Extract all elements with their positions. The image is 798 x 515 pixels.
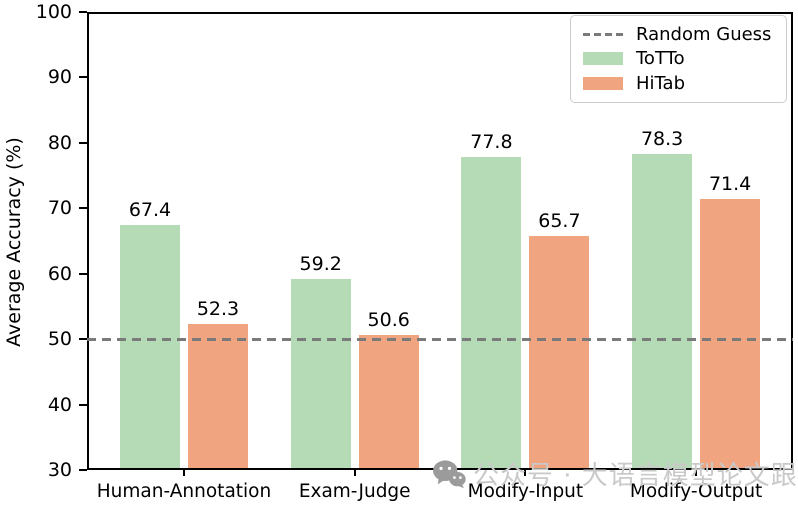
legend-item-random-guess: Random Guess [583,24,776,45]
hitab-color-swatch [583,77,623,91]
x-tick-label: Exam-Judge [298,481,411,502]
y-tick [79,141,87,144]
x-tick [524,470,527,476]
y-tick [79,272,87,275]
y-tick-label: 60 [47,262,72,285]
y-tick [79,403,87,406]
bar-hitab-1 [358,335,419,470]
random-guess-line [87,338,793,341]
bar-value-label: 71.4 [708,173,752,196]
bar-hitab-0 [188,324,248,470]
y-tick [79,338,87,341]
bar-totto-2 [461,157,522,470]
bar-value-label: 65.7 [538,210,581,233]
y-tick-label: 40 [47,393,72,416]
bar-value-label: 77.8 [470,131,513,154]
bar-value-label: 78.3 [640,127,684,150]
legend-item-hitab: HiTab [583,73,776,94]
bar-value-label: 59.2 [299,252,342,275]
y-tick-label: 90 [47,66,72,89]
legend: Random Guess ToTTo HiTab [570,15,787,103]
x-tick-label: Modify-Input [467,481,584,502]
y-tick-label: 50 [47,328,72,351]
y-axis-label-text: Average Accuracy (%) [3,137,25,347]
x-tick [183,470,185,476]
x-tick [353,470,356,476]
y-tick [79,469,87,471]
x-tick-label: Modify-Output [629,481,763,502]
y-tick [79,76,87,79]
bar-hitab-3 [700,199,761,470]
x-tick-label: Human-Annotation [96,481,272,502]
x-tick [695,470,698,476]
legend-label-hitab: HiTab [636,73,686,95]
bar-hitab-2 [529,236,590,470]
bar-totto-3 [632,153,693,470]
y-tick-label: 30 [47,459,72,481]
y-tick [79,11,87,13]
totto-color-swatch [583,52,623,66]
bar-totto-0 [120,225,180,470]
y-tick-label: 100 [35,1,72,23]
legend-label-totto: ToTTo [636,48,685,70]
y-tick [79,207,87,210]
bar-value-label: 52.3 [196,298,240,321]
y-tick-label: 80 [47,131,72,154]
y-tick-label: 70 [47,197,72,220]
legend-item-totto: ToTTo [583,48,776,69]
dashed-line-swatch [583,33,623,36]
bar-totto-1 [290,278,351,470]
bar-value-label: 50.6 [367,309,410,332]
bar-value-label: 67.4 [128,199,172,222]
legend-label-random-guess: Random Guess [636,23,772,45]
